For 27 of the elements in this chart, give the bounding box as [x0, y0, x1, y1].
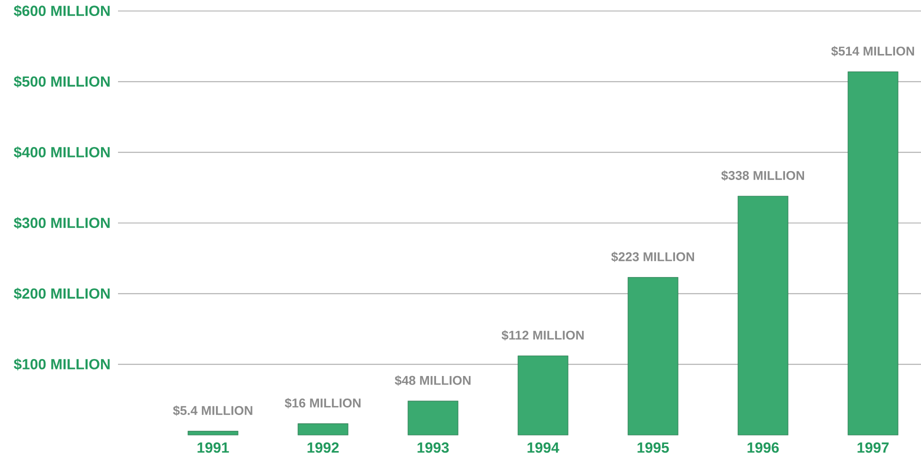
bar	[848, 72, 898, 436]
data-label: $16 MILLION	[284, 398, 361, 408]
data-label: $514 MILLION	[831, 46, 914, 56]
x-tick-label: 1994	[528, 442, 560, 453]
y-tick-label: $600 MILLION	[14, 5, 110, 17]
bar	[188, 430, 238, 436]
data-label: $112 MILLION	[502, 330, 584, 340]
bar	[408, 400, 458, 436]
x-tick-label: 1993	[418, 442, 449, 453]
data-label: $48 MILLION	[394, 375, 471, 386]
bar	[298, 423, 348, 436]
x-tick-label: 1997	[858, 442, 889, 453]
x-tick-label: 1995	[638, 442, 669, 453]
y-tick-label: $200 MILLION	[14, 288, 110, 300]
bar	[518, 356, 568, 436]
data-label: $338 MILLION	[721, 170, 804, 181]
x-tick-label: 1991	[198, 442, 229, 453]
x-tick-label: 1996	[748, 442, 779, 453]
data-label: $5.4 MILLION	[173, 405, 252, 416]
bar	[738, 196, 788, 436]
bar	[628, 277, 678, 436]
y-tick-label: $500 MILLION	[14, 76, 110, 88]
x-tick-label: 1992	[308, 442, 339, 453]
data-label: $223 MILLION	[611, 252, 694, 262]
y-tick-label: $400 MILLION	[14, 146, 110, 158]
y-tick-label: $300 MILLION	[14, 217, 110, 229]
y-tick-label: $100 MILLION	[14, 358, 110, 370]
